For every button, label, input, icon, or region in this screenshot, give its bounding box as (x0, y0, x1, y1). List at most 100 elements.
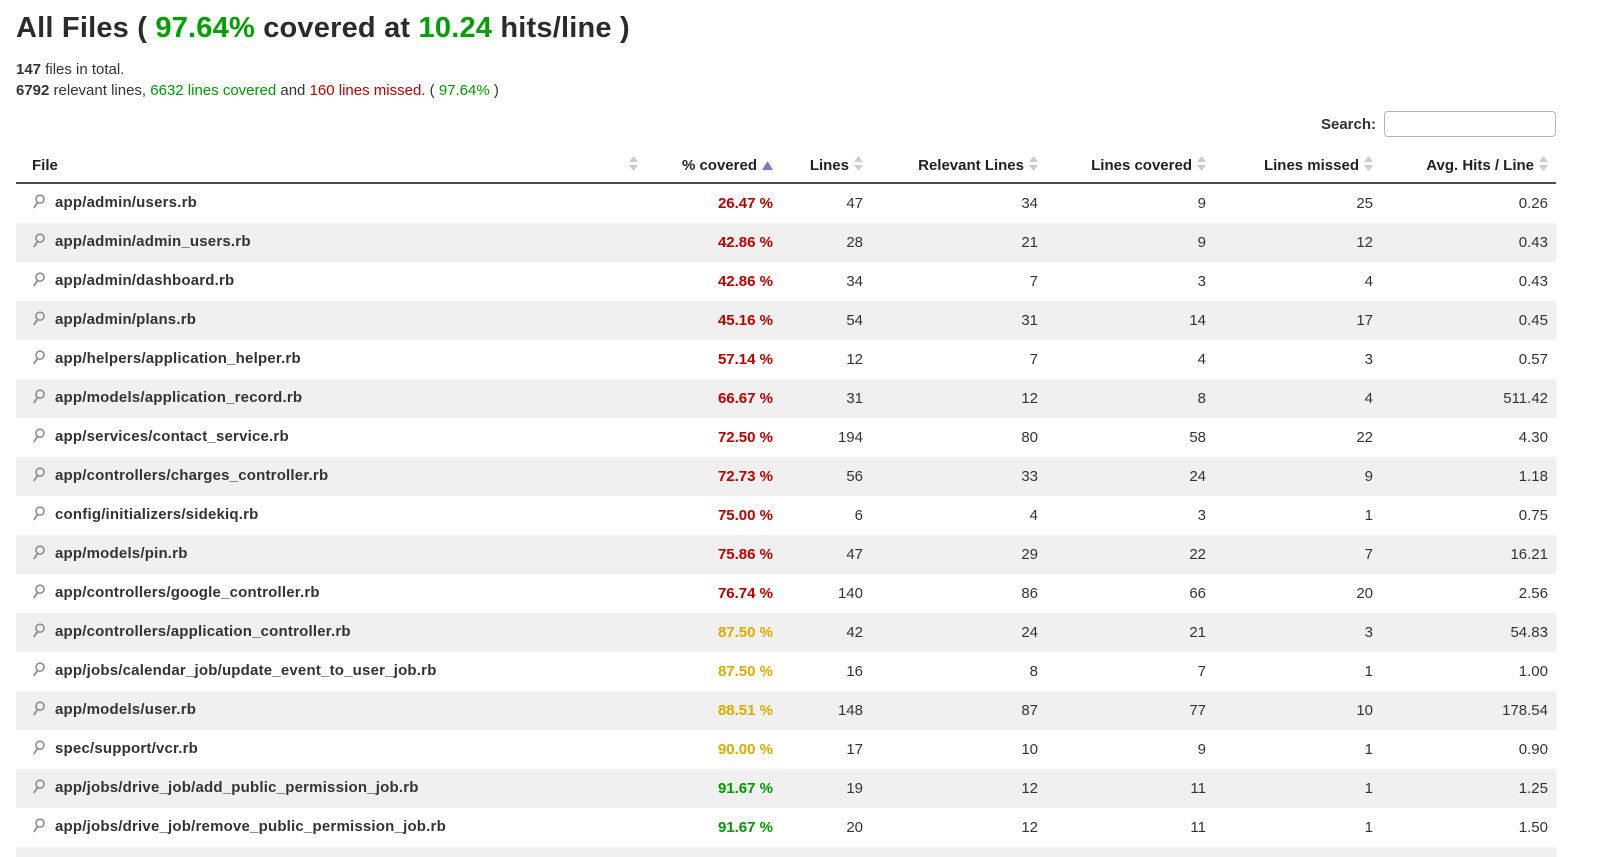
table-row[interactable]: app/controllers/charges_controller.rb 72… (16, 457, 1556, 496)
lines-cell: 54 (846, 312, 863, 329)
file-cell: app/helpers/application_helper.rb (16, 340, 646, 379)
lines-missed-cell: 4 (1364, 390, 1373, 407)
magnifier-icon (32, 701, 46, 720)
lines-cell: 12 (846, 351, 863, 368)
magnifier-icon (32, 272, 46, 291)
column-header-lines[interactable]: Lines (781, 149, 871, 184)
percent-value: 88.51 % (717, 702, 773, 719)
file-link[interactable]: app/models/user.rb (55, 701, 197, 718)
lines-missed-cell: 1 (1364, 741, 1373, 758)
file-link[interactable]: app/helpers/application_helper.rb (55, 350, 301, 367)
table-row[interactable]: app/models/application_record.rb 66.67 %… (16, 379, 1556, 418)
lines-cell: 47 (846, 546, 863, 563)
percent-covered-cell: 66.67 % (646, 379, 781, 418)
sort-arrows-icon (1364, 156, 1373, 175)
table-row[interactable]: app/services/contact_service.rb 72.50 % … (16, 418, 1556, 457)
table-row[interactable]: app/models/user.rb 88.51 % 148 87 77 10 … (16, 691, 1556, 730)
file-cell: app/controllers/charges_controller.rb (16, 457, 646, 496)
lines-missed-cell: 7 (1364, 546, 1373, 563)
file-cell: app/admin/dashboard.rb (16, 262, 646, 301)
lines-cell: 17 (846, 741, 863, 758)
table-row[interactable]: app/jobs/drive_job/add_public_permission… (16, 769, 1556, 808)
relevant-lines-cell: 33 (1021, 468, 1038, 485)
file-link[interactable]: app/services/contact_service.rb (55, 428, 289, 445)
lines-covered-cell: 66 (1189, 585, 1206, 602)
lines-missed-cell: 3 (1364, 351, 1373, 368)
file-cell: config/initializers/sidekiq.rb (16, 496, 646, 535)
percent-covered-cell: 26.47 % (646, 183, 781, 223)
table-row[interactable]: app/controllers/application_controller.r… (16, 613, 1556, 652)
search-input[interactable] (1384, 111, 1556, 137)
file-link[interactable]: app/models/application_record.rb (55, 389, 303, 406)
file-cell: app/admin/users.rb (16, 183, 646, 223)
percent-covered-cell: 72.73 % (646, 457, 781, 496)
lines-missed-cell: 22 (1356, 429, 1373, 446)
column-header-percent-covered[interactable]: % covered (646, 149, 781, 184)
file-link[interactable]: app/controllers/google_controller.rb (55, 584, 320, 601)
avg-hits-cell: 54.83 (1510, 624, 1548, 641)
lines-covered-cell: 14 (1189, 312, 1206, 329)
lines-missed-cell: 4 (1364, 273, 1373, 290)
column-header-relevant-lines[interactable]: Relevant Lines (871, 149, 1046, 184)
table-row[interactable]: app/helpers/application_helper.rb 57.14 … (16, 340, 1556, 379)
percent-value: 26.47 % (717, 195, 773, 212)
table-row[interactable]: app/jobs/drive_job/remove_public_permiss… (16, 808, 1556, 847)
file-link[interactable]: app/admin/users.rb (55, 194, 197, 211)
title-prefix: All Files ( (16, 12, 156, 44)
table-row[interactable]: app/jobs/calendar_job/update_event_to_us… (16, 652, 1556, 691)
magnifier-icon (32, 662, 46, 681)
lines-missed-cell: 1 (1364, 507, 1373, 524)
percent-value: 76.74 % (717, 585, 773, 602)
percent-value: 57.14 % (717, 351, 773, 368)
file-link[interactable]: app/admin/admin_users.rb (55, 233, 251, 250)
lines-covered-cell: 22 (1189, 546, 1206, 563)
percent-covered-cell: 75.00 % (646, 496, 781, 535)
file-link[interactable]: app/controllers/charges_controller.rb (55, 467, 329, 484)
column-header-lines-covered[interactable]: Lines covered (1046, 149, 1214, 184)
percent-covered-cell: 72.50 % (646, 418, 781, 457)
summary-lines-line: 6792 relevant lines, 6632 lines covered … (16, 82, 499, 99)
file-link[interactable]: app/admin/plans.rb (55, 311, 197, 328)
file-link[interactable]: app/models/pin.rb (55, 545, 188, 562)
percent-covered-cell: 42.86 % (646, 262, 781, 301)
percent-covered-cell: 57.14 % (646, 340, 781, 379)
table-row[interactable]: app/models/pin.rb 75.86 % 47 29 22 7 16.… (16, 535, 1556, 574)
percent-covered-cell: 45.16 % (646, 301, 781, 340)
relevant-lines-cell: 7 (1029, 351, 1038, 368)
lines-missed-cell: 3 (1364, 624, 1373, 641)
lines-cell: 194 (837, 429, 863, 446)
table-row[interactable]: config/initializers/sidekiq.rb 75.00 % 6… (16, 496, 1556, 535)
table-row[interactable]: app/controllers/google_controller.rb 76.… (16, 574, 1556, 613)
file-link[interactable]: app/jobs/drive_job/add_public_permission… (55, 779, 419, 796)
column-header-avg-hits[interactable]: Avg. Hits / Line (1381, 149, 1556, 184)
file-cell: app/controllers/application_controller.r… (16, 613, 646, 652)
lines-covered-cell: 21 (1189, 624, 1206, 641)
lines-covered-cell: 11 (1190, 780, 1206, 797)
avg-hits-cell: 1.25 (1518, 780, 1548, 797)
table-row[interactable]: app/admin/admin_users.rb 42.86 % 28 21 9… (16, 223, 1556, 262)
magnifier-icon (32, 233, 46, 252)
table-row[interactable]: app/admin/plans.rb 45.16 % 54 31 14 17 0… (16, 301, 1556, 340)
magnifier-icon (32, 311, 46, 330)
lines-covered-cell: 8 (1197, 390, 1206, 407)
file-link[interactable]: spec/support/vcr.rb (55, 740, 199, 757)
avg-hits-cell: 16.21 (1510, 546, 1548, 563)
file-link[interactable]: app/jobs/drive_job/remove_public_permiss… (55, 818, 446, 835)
percent-value: 75.00 % (717, 507, 773, 524)
lines-missed-cell: 1 (1364, 819, 1373, 836)
file-link[interactable]: app/jobs/calendar_job/update_event_to_us… (55, 662, 437, 679)
lines-cell: 28 (846, 234, 863, 251)
table-row[interactable]: app/admin/dashboard.rb 42.86 % 34 7 3 4 … (16, 262, 1556, 301)
avg-hits-cell: 4.30 (1518, 429, 1548, 446)
lines-covered-cell: 9 (1197, 195, 1206, 212)
file-link[interactable]: config/initializers/sidekiq.rb (55, 506, 259, 523)
column-header-lines-missed[interactable]: Lines missed (1214, 149, 1381, 184)
file-link[interactable]: app/admin/dashboard.rb (55, 272, 235, 289)
files-table: File % covered (16, 149, 1556, 847)
file-link[interactable]: app/controllers/application_controller.r… (55, 623, 351, 640)
table-row[interactable]: spec/support/vcr.rb 90.00 % 17 10 9 1 0.… (16, 730, 1556, 769)
table-row[interactable]: app/admin/users.rb 26.47 % 47 34 9 25 0.… (16, 183, 1556, 223)
avg-hits-cell: 511.42 (1503, 390, 1548, 407)
column-header-file[interactable]: File (16, 149, 646, 184)
title-mid: covered at (254, 12, 419, 44)
